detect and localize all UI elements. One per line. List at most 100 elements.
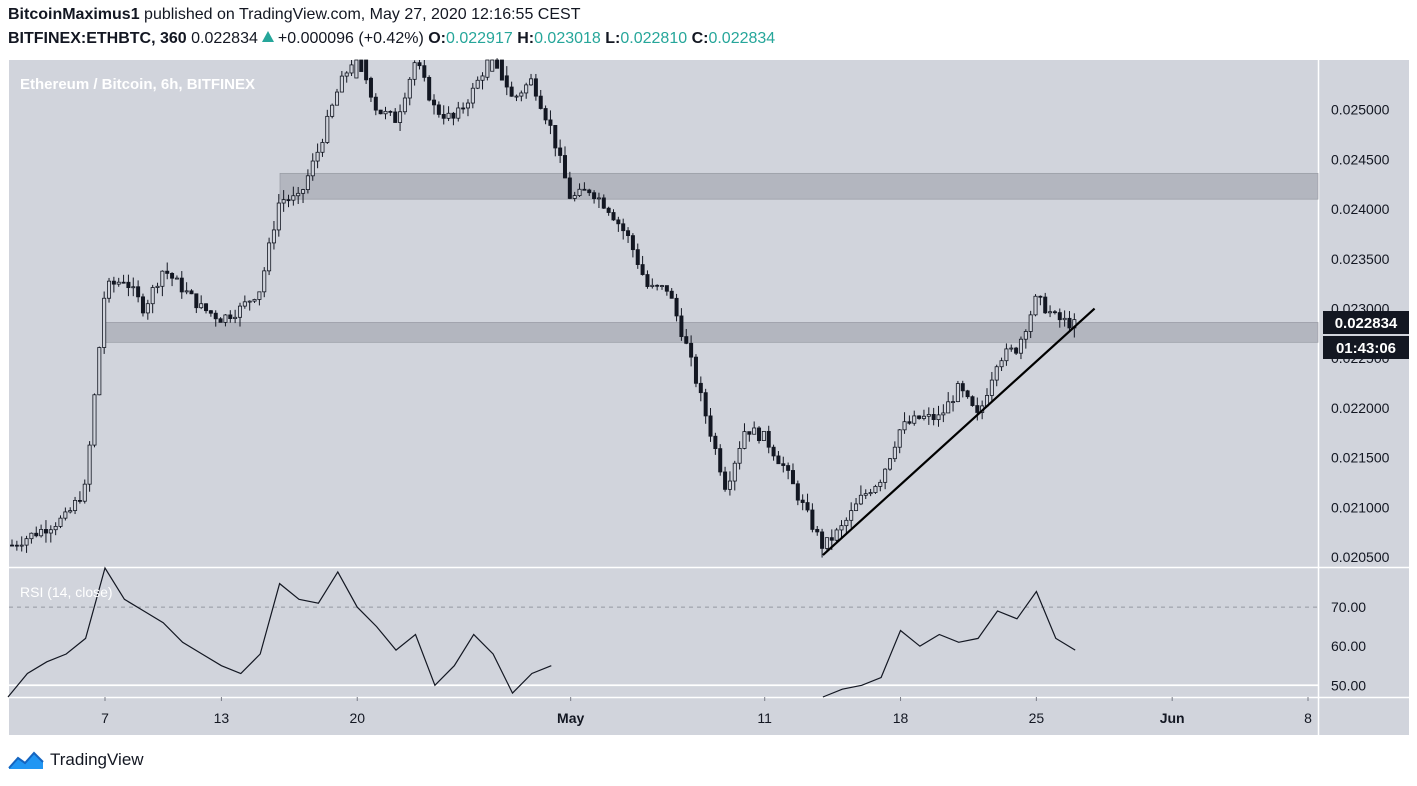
time-tick-label: 25 [1029, 710, 1045, 726]
resistance-zone[interactable] [104, 322, 1319, 343]
candle [441, 105, 446, 125]
rsi-pane[interactable] [9, 568, 1318, 697]
tradingview-logo-icon [8, 751, 44, 769]
candle-body-down [815, 528, 820, 533]
candle-body-up [116, 281, 121, 285]
candle [543, 105, 548, 125]
candle [698, 376, 703, 402]
candle-body-down [970, 396, 975, 406]
candle-body-up [519, 92, 524, 97]
candle [524, 82, 529, 99]
resistance-zone[interactable] [279, 172, 1319, 200]
candle-body-down [1014, 347, 1019, 354]
candle-body-up [291, 195, 296, 201]
candle-body-up [296, 192, 301, 197]
candle-body-down [228, 314, 233, 319]
time-axis[interactable] [9, 697, 1318, 735]
candle [795, 480, 800, 506]
author-name[interactable]: BitcoinMaximus1 [8, 6, 140, 23]
low-label: L: [605, 30, 621, 47]
price-tick-label: 0.025000 [1331, 102, 1390, 118]
candle [509, 81, 514, 97]
candle [451, 111, 456, 126]
candle-body-down [533, 78, 538, 97]
candle-body-up [383, 110, 388, 115]
candle [514, 94, 519, 102]
candle-body-down [679, 315, 684, 337]
candle-body-up [742, 431, 747, 449]
candle [951, 395, 956, 412]
candle-body-up [465, 102, 470, 109]
candle [116, 277, 121, 287]
candle [800, 494, 805, 511]
low-value: 0.022810 [620, 30, 688, 47]
candle [926, 407, 931, 425]
candle [538, 89, 543, 110]
candle [155, 282, 160, 294]
candle [480, 72, 485, 90]
candle-body-up [247, 300, 252, 303]
candle-body-down [621, 223, 626, 232]
last-price-badge: 0.022834 [1323, 311, 1409, 334]
candle-body-down [698, 382, 703, 394]
candle [562, 146, 567, 179]
candle [349, 60, 354, 77]
candle [810, 503, 815, 533]
candle [228, 310, 233, 323]
candle-body-down [548, 119, 553, 126]
candle [388, 110, 393, 116]
candle [204, 303, 209, 314]
candle-body-up [68, 510, 73, 513]
candle [475, 76, 480, 90]
time-tick-label: 18 [893, 710, 909, 726]
candle-body-down [509, 86, 514, 97]
candle [776, 451, 781, 465]
candle [989, 371, 994, 403]
last-price: 0.022834 [191, 30, 258, 47]
candle [887, 457, 892, 471]
rsi-tick-label: 70.00 [1331, 599, 1366, 615]
candle [393, 108, 398, 123]
candle [635, 243, 640, 269]
candle-body-up [199, 303, 204, 309]
candle [330, 103, 335, 119]
candle [19, 536, 24, 552]
candle-body-down [179, 277, 184, 293]
candle [325, 109, 330, 145]
tradingview-footer[interactable]: TradingView [8, 750, 144, 770]
candle [194, 293, 199, 314]
candle [63, 507, 68, 521]
candle [223, 314, 228, 327]
candle-body-up [902, 421, 907, 431]
candle [233, 309, 238, 324]
candle-body-up [407, 78, 412, 99]
price-pane[interactable] [9, 60, 1318, 567]
candle [97, 346, 102, 396]
candle [592, 190, 597, 204]
candle [237, 302, 242, 327]
candle-body-down [655, 284, 660, 287]
candle-body-down [213, 312, 218, 320]
candle-body-up [485, 59, 490, 78]
trendline[interactable] [822, 307, 1096, 556]
candle [1014, 346, 1019, 355]
candle-body-up [63, 511, 68, 519]
candle [1009, 344, 1014, 352]
candle-body-up [873, 486, 878, 493]
candle [849, 502, 854, 528]
candle-body-up [1033, 295, 1038, 316]
candle [150, 284, 155, 314]
candle [145, 299, 150, 320]
candle-body-up [878, 481, 883, 487]
candle [14, 540, 19, 551]
candle-body-down [34, 532, 39, 537]
candle [296, 187, 301, 204]
countdown-badge: 01:43:06 [1323, 336, 1409, 359]
candle-body-up [936, 414, 941, 421]
candle [373, 93, 378, 116]
candle-body-down [960, 383, 965, 392]
time-tick-label: 7 [101, 710, 109, 726]
rsi-line [7, 566, 552, 698]
price-chart[interactable]: 0.0205000.0210000.0215000.0220000.022500… [0, 0, 1417, 745]
price-axis[interactable] [1318, 60, 1409, 735]
